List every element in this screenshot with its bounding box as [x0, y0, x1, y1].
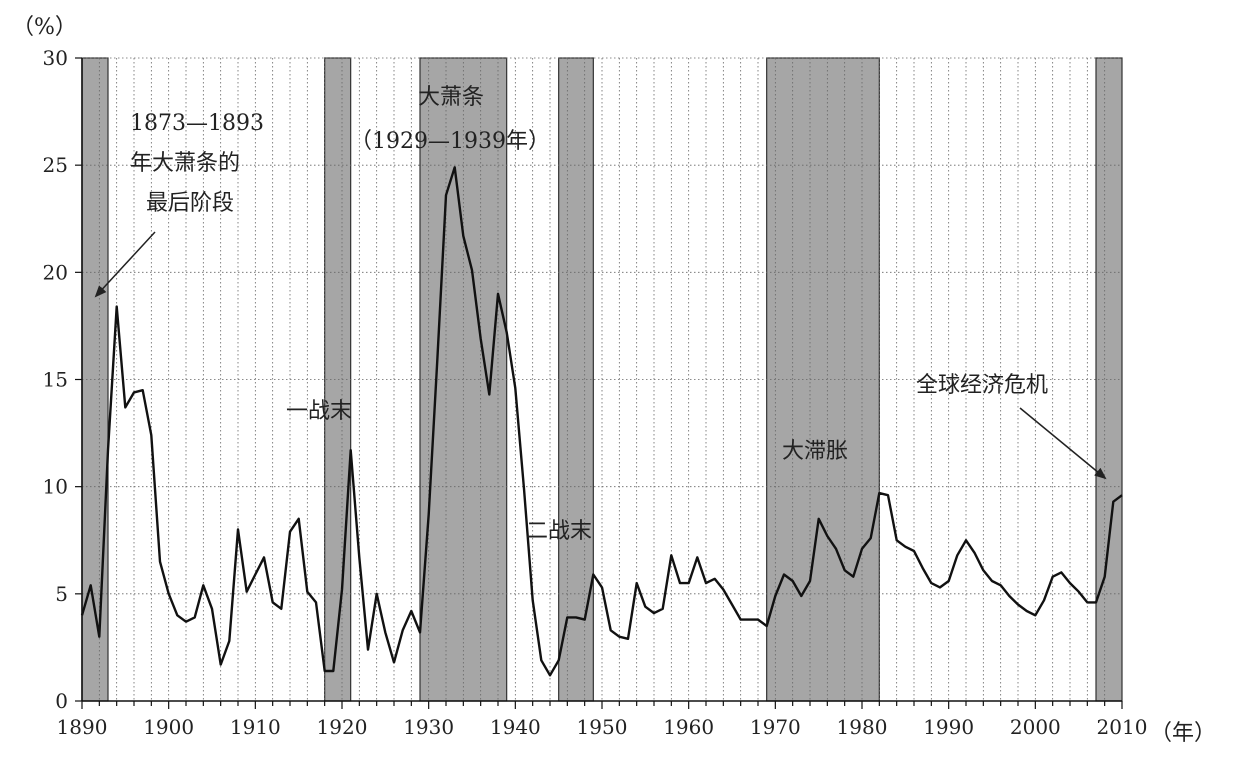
x-tick-label: 1970: [750, 715, 801, 739]
y-tick-label: 20: [43, 260, 68, 284]
x-axis-unit: （年）: [1150, 721, 1216, 746]
y-axis-unit: （%）: [12, 15, 77, 40]
annotation-great-depression: 大萧条 （1929—1939年）: [350, 85, 550, 154]
y-tick-label: 5: [55, 582, 68, 606]
annotation-arrow-1873-1893: [94, 231, 156, 298]
series-line-0: [80, 166, 1123, 677]
x-tick-label: 1990: [923, 715, 974, 739]
y-tick-label: 10: [43, 475, 68, 499]
series-layer: [80, 166, 1123, 677]
shaded-period-3: [558, 57, 594, 702]
grid: [82, 57, 1122, 701]
axes: （%） （年） 1890 1900 1910 1920 1930 1940 1950 1960…: [12, 15, 1216, 746]
y-tick-label: 0: [55, 689, 68, 713]
y-tick-label: 15: [43, 368, 68, 392]
annotation-1873-1893: 1873—1893 年大萧条的 最后阶段: [130, 111, 271, 216]
x-tick-label: 2010: [1097, 715, 1148, 739]
annotations: 1873—1893 年大萧条的 最后阶段 大萧条 （1929—1939年） 一战…: [94, 85, 1107, 544]
annotation-global-crisis: 全球经济危机: [916, 373, 1048, 398]
x-tick-label: 1910: [230, 715, 281, 739]
x-tick-label: 2000: [1010, 715, 1061, 739]
shaded-period-5: [1095, 57, 1123, 702]
x-tick-label: 1930: [403, 715, 454, 739]
annotation-arrow-global-crisis: [1019, 407, 1107, 480]
x-tick-label: 1940: [490, 715, 541, 739]
annotation-wwii-end: 二战末: [526, 519, 592, 544]
x-tick-label: 1950: [577, 715, 628, 739]
annotation-wwi-end: 一战末: [286, 399, 352, 424]
y-tick-label: 30: [43, 46, 68, 70]
annotation-stagflation: 大滞胀: [782, 439, 848, 464]
x-tick-label: 1980: [837, 715, 888, 739]
x-tick-label: 1920: [317, 715, 368, 739]
x-tick-label: 1890: [57, 715, 108, 739]
y-tick-label: 25: [43, 153, 68, 177]
x-tick-label: 1960: [663, 715, 714, 739]
x-tick-label: 1900: [143, 715, 194, 739]
